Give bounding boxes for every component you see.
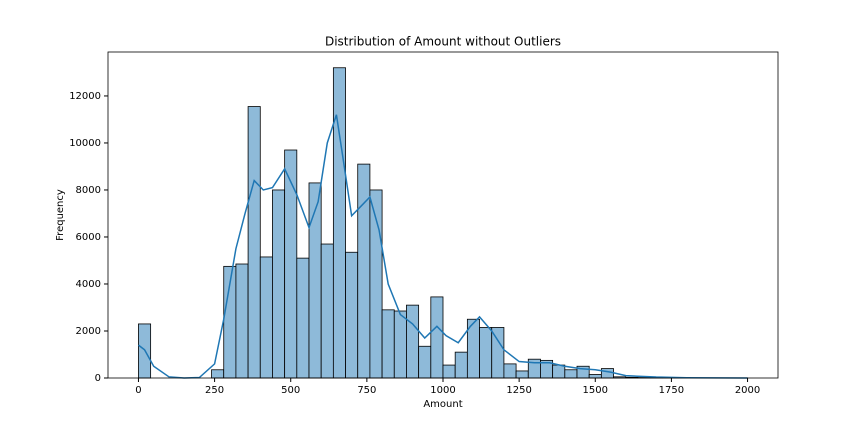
y-tick-label: 12000 — [69, 91, 101, 102]
bar — [321, 244, 333, 378]
x-tick-label: 2000 — [735, 385, 760, 396]
bar — [516, 371, 528, 378]
bar — [431, 297, 443, 378]
bar — [382, 310, 394, 378]
bar — [358, 164, 370, 378]
y-tick-label: 6000 — [76, 232, 101, 243]
x-tick-label: 0 — [135, 385, 141, 396]
bar — [406, 305, 418, 378]
bar — [455, 352, 467, 378]
y-tick-label: 4000 — [76, 279, 101, 290]
bar — [297, 258, 309, 378]
bar — [346, 252, 358, 378]
bar — [480, 327, 492, 378]
x-tick-label: 500 — [281, 385, 300, 396]
x-axis-label: Amount — [423, 399, 462, 410]
bar — [272, 190, 284, 378]
bar — [553, 365, 565, 378]
bar — [565, 370, 577, 378]
x-tick-label: 750 — [357, 385, 376, 396]
x-tick-label: 1750 — [659, 385, 684, 396]
bar — [504, 364, 516, 378]
y-tick-label: 10000 — [69, 138, 101, 149]
x-tick-label: 1000 — [430, 385, 455, 396]
y-tick-label: 8000 — [76, 185, 101, 196]
bar — [248, 107, 260, 378]
bar — [333, 68, 345, 378]
chart-title: Distribution of Amount without Outliers — [325, 35, 561, 49]
bar — [419, 346, 431, 378]
bar — [601, 369, 613, 378]
x-tick-label: 250 — [205, 385, 224, 396]
bar — [394, 311, 406, 378]
y-axis-label: Frequency — [55, 189, 66, 241]
bar — [589, 374, 601, 378]
y-tick-label: 0 — [95, 373, 101, 384]
bar — [285, 150, 297, 378]
x-tick-label: 1500 — [583, 385, 608, 396]
bar — [260, 257, 272, 378]
bar — [236, 264, 248, 378]
x-tick-label: 1250 — [506, 385, 531, 396]
bar — [212, 370, 224, 378]
bar — [443, 365, 455, 378]
y-tick-label: 2000 — [76, 326, 101, 337]
